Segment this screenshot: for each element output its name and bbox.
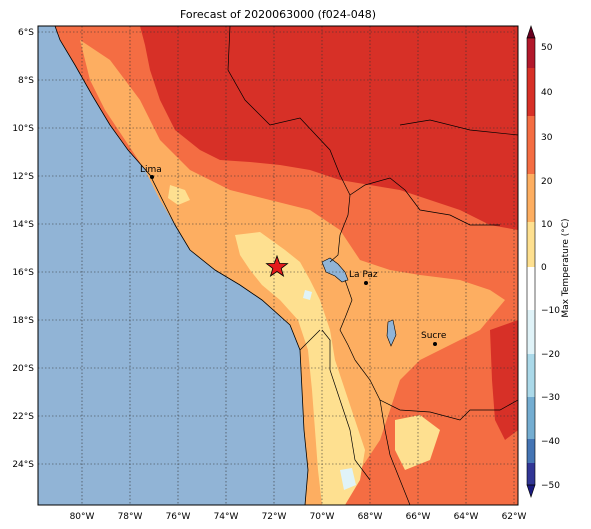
colorbar-seg-40-50: [527, 38, 535, 68]
cold-patch-1: [340, 468, 356, 490]
coastline: [54, 26, 309, 505]
colorbar-tick-50: 50: [541, 43, 553, 53]
cold-patch-2: [303, 290, 312, 300]
colorbar-bottom-extend: [526, 484, 536, 498]
colorbar-tick-0: 0: [541, 263, 547, 273]
colorbar-seg-20-30: [527, 116, 535, 174]
lon-label-66w: 66°W: [406, 512, 431, 522]
colorbar-seg-neg10-0: [527, 267, 535, 310]
colorbar-seg-neg40-neg30: [527, 397, 535, 439]
lon-label-70w: 70°W: [310, 512, 335, 522]
colorbar-seg-neg45-neg40: [527, 439, 535, 463]
lat-label-22s: 22°S: [12, 412, 34, 422]
colorbar-seg-0-10: [527, 222, 535, 267]
colorbar-tick-20: 20: [541, 177, 553, 187]
country-borders: [227, 26, 518, 505]
lon-label-74w: 74°W: [214, 512, 239, 522]
graticule: [38, 26, 518, 505]
lon-label-78w: 78°W: [118, 512, 143, 522]
lat-label-8s: 8°S: [18, 76, 34, 86]
city-sucre[interactable]: Sucre: [421, 331, 447, 346]
lat-label-18s: 18°S: [12, 316, 34, 326]
lat-label-24s: 24°S: [12, 460, 34, 470]
colorbar-seg-neg20-neg10: [527, 310, 535, 354]
city-la-paz[interactable]: La Paz: [349, 270, 378, 285]
lat-label-12s: 12°S: [12, 172, 34, 182]
lat-label-14s: 14°S: [12, 220, 34, 230]
lon-label-68w: 68°W: [358, 512, 383, 522]
lon-axis: 80°W 78°W 76°W 74°W 72°W 70°W 68°W 66°W …: [70, 512, 527, 522]
lon-label-80w: 80°W: [70, 512, 95, 522]
colorbar-tick-neg50: −50: [541, 481, 560, 491]
lat-label-6s: 6°S: [18, 28, 34, 38]
colorbar-top-extend: [526, 25, 536, 39]
colorbar-tick-neg40: −40: [541, 437, 560, 447]
lat-label-16s: 16°S: [12, 268, 34, 278]
colorbar-tick-40: 40: [541, 88, 553, 98]
lat-label-20s: 20°S: [12, 364, 34, 374]
city-label-lima: Lima: [140, 165, 162, 175]
colorbar-seg-neg30-neg20: [527, 354, 535, 397]
lon-label-62w: 62°W: [502, 512, 527, 522]
colorbar: 50 40 30 20 10 0 −10 −20 −30 −40 −50: [526, 25, 560, 498]
lat-axis: 6°S 8°S 10°S 12°S 14°S 16°S 18°S 20°S 22…: [12, 28, 34, 470]
colorbar-seg-10-20: [527, 174, 535, 222]
star-marker[interactable]: [265, 254, 289, 277]
map-title: Forecast of 2020063000 (f024-048): [179, 8, 377, 21]
lon-label-72w: 72°W: [262, 512, 287, 522]
colorbar-tick-neg20: −20: [541, 350, 560, 360]
lat-label-10s: 10°S: [12, 124, 34, 134]
lon-label-64w: 64°W: [454, 512, 479, 522]
colorbar-frame: [526, 37, 536, 486]
city-lima[interactable]: Lima: [140, 165, 162, 179]
city-label-sucre: Sucre: [421, 331, 447, 341]
lon-label-76w: 76°W: [166, 512, 191, 522]
colorbar-tick-10: 10: [541, 220, 553, 230]
city-label-la-paz: La Paz: [349, 270, 378, 280]
cool-patch-1: [168, 185, 190, 205]
colorbar-label: Max Temperature (°C): [561, 218, 571, 318]
colorbar-tick-neg10: −10: [541, 306, 560, 316]
colorbar-seg-neg50-neg45: [527, 463, 535, 485]
colorbar-tick-30: 30: [541, 133, 553, 143]
cool-patch-2: [395, 415, 440, 470]
lake-poopo: [386, 319, 397, 347]
colorbar-tick-neg30: −30: [541, 393, 560, 403]
cool-zone-altiplano: [235, 232, 365, 505]
plot-frame: [37, 25, 519, 506]
colorbar-seg-30-40: [527, 68, 535, 116]
